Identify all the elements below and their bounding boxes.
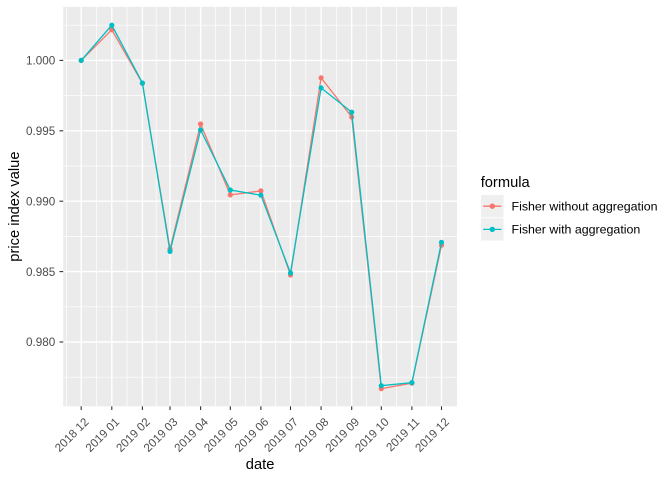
svg-text:0.990: 0.990 [26, 195, 56, 208]
svg-text:2019 10: 2019 10 [353, 415, 392, 454]
svg-text:Fisher with aggregation: Fisher with aggregation [512, 223, 641, 237]
svg-text:0.985: 0.985 [26, 266, 56, 279]
svg-text:0.980: 0.980 [26, 336, 56, 349]
svg-text:Fisher without aggregation: Fisher without aggregation [512, 199, 658, 213]
svg-text:price index value: price index value [7, 151, 23, 261]
svg-text:formula: formula [481, 175, 531, 191]
svg-text:date: date [246, 457, 275, 473]
svg-text:1.000: 1.000 [26, 55, 56, 68]
svg-text:0.995: 0.995 [26, 125, 56, 138]
